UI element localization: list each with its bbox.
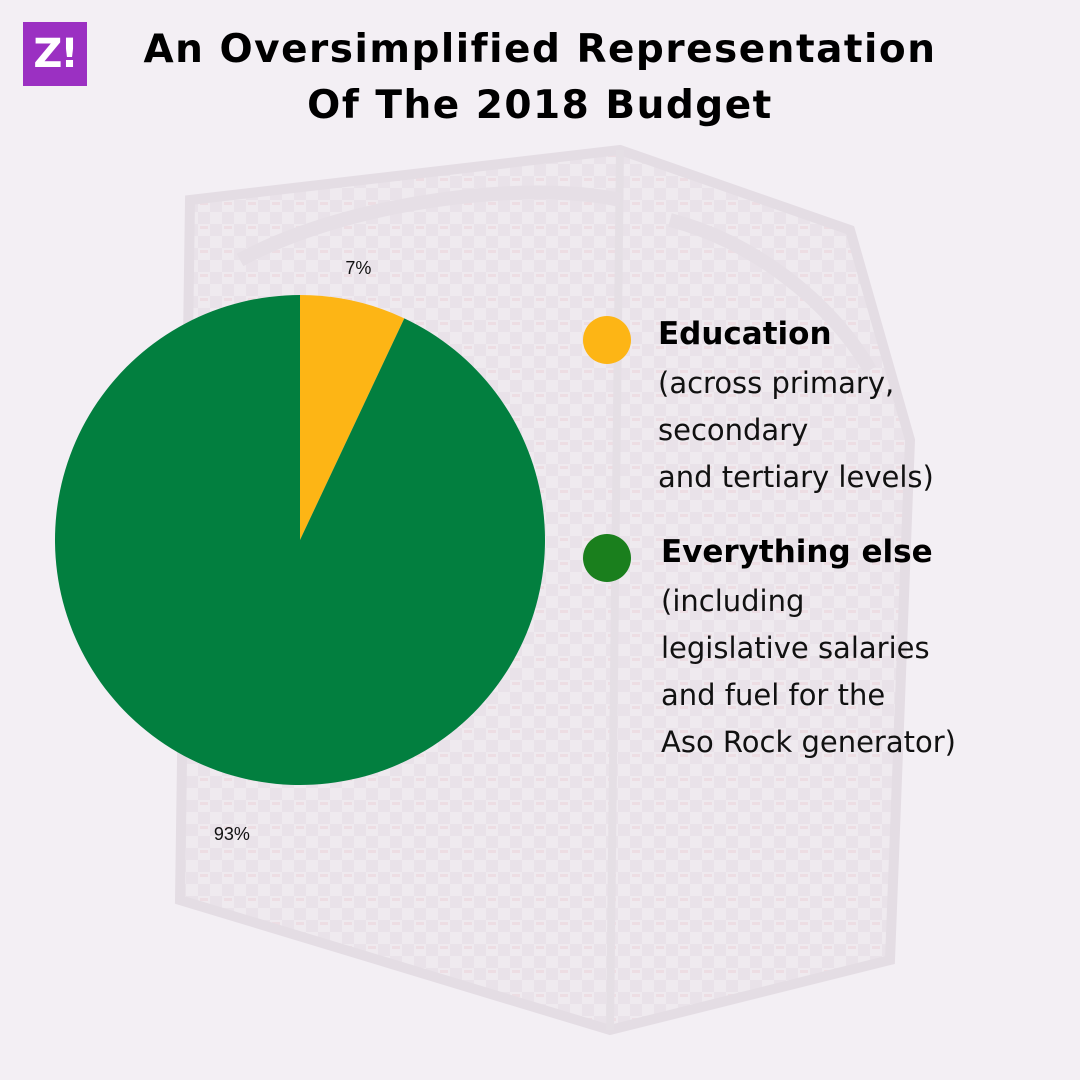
- zikoko-logo: Z!: [23, 22, 87, 86]
- legend-desc-everything-else: (including legislative salaries and fuel…: [661, 578, 956, 766]
- legend-desc-line: legislative salaries: [661, 631, 930, 665]
- legend-desc-line: secondary: [658, 413, 809, 447]
- pie-slice-everything-else: [54, 294, 545, 785]
- slice-label-everything-else: 93%: [213, 823, 250, 844]
- legend-dot-education: [583, 316, 631, 364]
- legend-desc-line: (including: [661, 584, 805, 618]
- legend-desc-education: (across primary, secondary and tertiary …: [658, 360, 934, 501]
- legend-desc-line: and fuel for the: [661, 678, 886, 712]
- page-title: An Oversimplified Representation Of The …: [100, 22, 980, 134]
- title-line-1: An Oversimplified Representation: [143, 27, 937, 72]
- legend-title-everything-else: Everything else: [661, 534, 933, 570]
- slice-label-education: 7%: [345, 257, 372, 278]
- legend-desc-line: Aso Rock generator): [661, 725, 956, 759]
- legend-desc-line: (across primary,: [658, 366, 895, 400]
- legend-desc-line: and tertiary levels): [658, 460, 934, 494]
- legend-title-education: Education: [658, 316, 832, 352]
- title-line-2: Of The 2018 Budget: [307, 83, 773, 128]
- legend-dot-everything-else: [583, 534, 631, 582]
- pie-slice-education: [300, 295, 405, 540]
